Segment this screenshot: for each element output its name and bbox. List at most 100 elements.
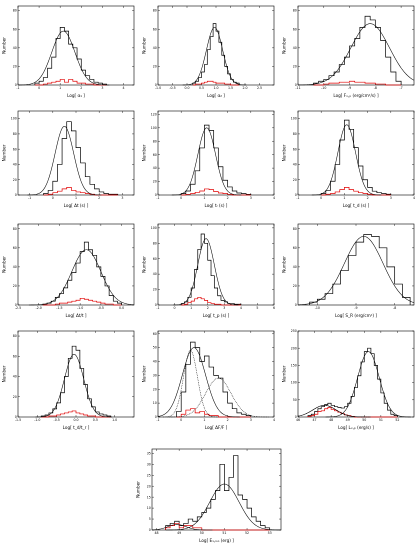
y-axis-label: Number xyxy=(2,256,7,273)
y-tick-label: 40 xyxy=(153,46,157,50)
histogram-bin xyxy=(232,409,237,417)
histogram-subset xyxy=(313,80,402,86)
histogram-bin xyxy=(77,59,81,85)
histogram-bin xyxy=(84,242,88,305)
y-tick-label: 20 xyxy=(13,395,17,399)
gaussian-fit-curve xyxy=(165,483,281,531)
histogram-bin xyxy=(68,280,72,305)
gaussian-fit-curve xyxy=(157,347,240,418)
y-axis-label: Number xyxy=(282,37,287,54)
histogram-bin xyxy=(325,294,333,305)
histogram-svg-fp: -11 -10 -9 -8 -7 0 20 40 60 80 Log[ Fₓ,ₚ (erg/cm²/… xyxy=(282,5,415,98)
histogram-bin xyxy=(81,163,86,195)
histogram-subset xyxy=(176,408,251,418)
histogram-bin xyxy=(360,27,365,85)
x-tick-label: 48 xyxy=(329,418,333,422)
y-tick-label: 20 xyxy=(147,484,151,488)
y-tick-label: 80 xyxy=(153,241,157,245)
histogram-bin xyxy=(195,348,200,417)
histogram-bin xyxy=(214,375,219,417)
x-tick-label: 0 xyxy=(180,196,182,200)
histogram-bin xyxy=(228,403,233,417)
histogram-bin xyxy=(348,255,356,305)
y-axis-label: Number xyxy=(2,365,7,382)
histogram-all-bursts xyxy=(165,455,271,530)
histogram-bin xyxy=(209,130,214,195)
histogram-all-bursts xyxy=(313,15,402,85)
gaussian-fit-curve xyxy=(35,354,113,418)
x-tick-label: 2 xyxy=(207,306,209,310)
y-tick-label: 40 xyxy=(13,265,17,269)
x-tick-label: 4 xyxy=(413,196,415,200)
histogram-bin xyxy=(220,464,225,530)
histogram-panel-dt: -1 0 1 2 3 0 20 40 60 80 100 Log[ Δt (s) ] Number xyxy=(0,107,138,210)
histogram-bin xyxy=(358,376,361,417)
x-axis-label: Log[ t_d (s) ] xyxy=(343,203,370,208)
x-tick-label: 1 xyxy=(203,196,205,200)
y-tick-label: 60 xyxy=(293,246,297,250)
histogram-svg-dtt: -2.5 -2.0 -1.5 -1.0 -0.5 0.0 0 20 40 60 80 Log[ Δt/… xyxy=(2,223,135,318)
histogram-panel-fp: -11 -10 -9 -8 -7 0 20 40 60 80 Log[ Fₓ,ₚ (erg/cm²/… xyxy=(280,2,418,100)
gaussian-component-curve xyxy=(297,405,371,418)
histogram-bin xyxy=(213,24,216,85)
y-axis-label: Number xyxy=(282,256,287,273)
histogram-bin xyxy=(218,296,221,305)
histogram-bin xyxy=(355,39,360,85)
x-tick-label: 0 xyxy=(180,418,182,422)
x-tick-label: 0.0 xyxy=(184,86,189,90)
x-axis-label: Log[ tᵣ (s) ] xyxy=(205,203,228,208)
histogram-bin xyxy=(223,392,228,417)
histogram-bin xyxy=(361,362,364,417)
x-tick-label: -1 xyxy=(28,196,31,200)
y-tick-label: 20 xyxy=(13,284,17,288)
y-tick-label: 60 xyxy=(293,147,297,151)
histogram-panel-sr: -10 -9 -8 0 20 40 60 80 Log[ S_R (erg/cm²) ] Numb… xyxy=(280,220,418,320)
x-tick-label: 1.5 xyxy=(228,86,233,90)
x-axis-label: Log[ α₁ ] xyxy=(67,93,85,98)
histogram-bin xyxy=(375,27,380,85)
y-tick-label: 40 xyxy=(153,272,157,276)
y-tick-label: 200 xyxy=(291,346,297,350)
histogram-bin xyxy=(210,37,213,85)
plot-frame xyxy=(17,110,135,196)
histogram-bin xyxy=(317,299,325,305)
x-tick-label: 3 xyxy=(121,196,123,200)
y-axis-label: Number xyxy=(142,37,147,54)
x-tick-label: -1.5 xyxy=(56,306,62,310)
histogram-bin xyxy=(349,129,354,195)
histogram-all-bursts xyxy=(40,345,112,417)
histogram-bin xyxy=(391,72,396,85)
histogram-panel-dtt: -2.5 -2.0 -1.5 -1.0 -0.5 0.0 0 20 40 60 80 Log[ Δt/… xyxy=(0,220,138,320)
histogram-bin xyxy=(88,399,92,417)
y-tick-label: 100 xyxy=(151,126,157,130)
x-tick-label: -1.0 xyxy=(34,418,40,422)
histogram-bin xyxy=(224,491,229,530)
x-tick-label: 51 xyxy=(222,531,226,535)
x-tick-label: -1 xyxy=(296,196,299,200)
y-tick-label: 0 xyxy=(295,83,297,87)
y-axis-label: Number xyxy=(282,365,287,382)
histogram-bin xyxy=(204,356,209,417)
histogram-bin xyxy=(57,164,62,195)
histogram-bin xyxy=(72,273,76,305)
y-tick-label: 100 xyxy=(291,117,297,121)
x-tick-label: 5 xyxy=(256,306,258,310)
y-tick-label: 80 xyxy=(153,9,157,13)
y-tick-label: 0 xyxy=(295,415,297,419)
x-tick-label: 47 xyxy=(313,418,317,422)
x-tick-label: 50 xyxy=(362,418,366,422)
x-tick-label: -0.5 xyxy=(98,306,104,310)
histogram-bin xyxy=(206,508,211,530)
y-tick-label: 80 xyxy=(13,9,17,13)
y-tick-label: 40 xyxy=(293,163,297,167)
histogram-bin xyxy=(73,48,77,85)
gaussian-fit-curve xyxy=(297,236,415,306)
histogram-bin xyxy=(334,407,337,417)
gaussian-fit-curve xyxy=(151,524,213,531)
gaussian-fit-curve xyxy=(28,249,135,306)
histogram-bin xyxy=(90,184,95,195)
histogram-bin xyxy=(318,409,321,417)
x-tick-label: 3 xyxy=(223,306,225,310)
histogram-bin xyxy=(238,495,243,530)
x-axis-label: Log[ Δt (s) ] xyxy=(64,203,89,208)
